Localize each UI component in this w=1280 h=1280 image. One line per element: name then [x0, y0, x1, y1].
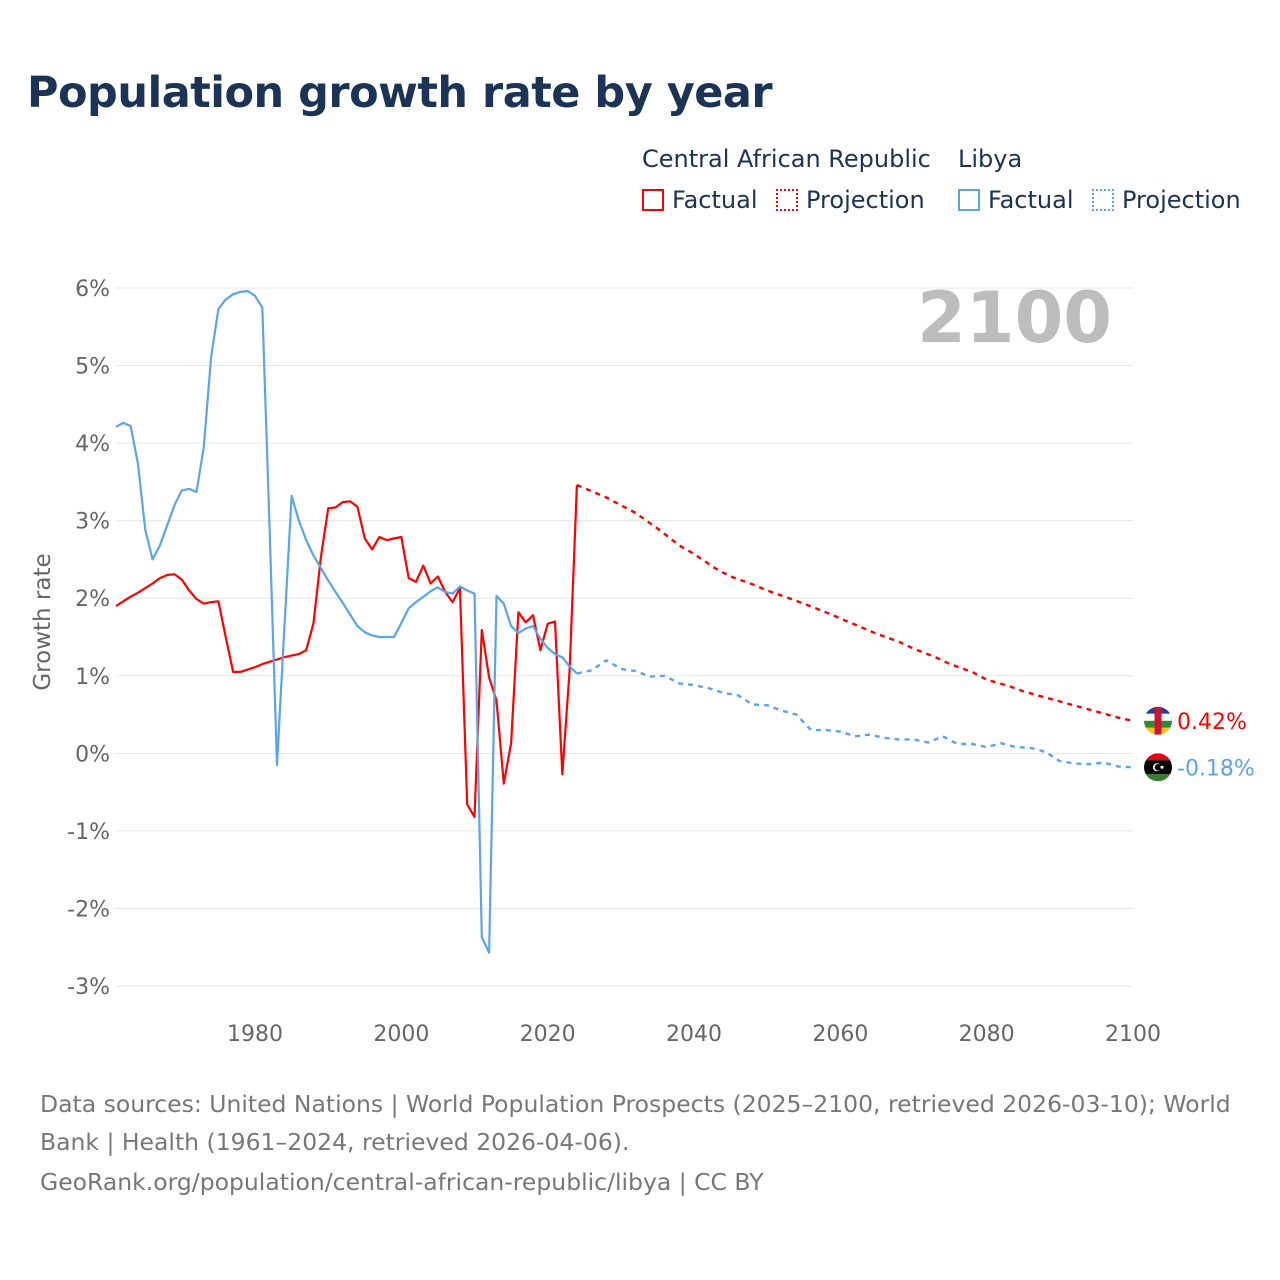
x-tick-label: 2100 — [1105, 1022, 1161, 1047]
x-tick-label: 2040 — [666, 1022, 722, 1047]
libya-flag-icon — [1144, 753, 1172, 782]
footer-sources-line1: Data sources: United Nations | World Pop… — [40, 1090, 1231, 1118]
footer-link[interactable]: GeoRank.org/population/central-african-r… — [40, 1168, 764, 1196]
y-tick-label: 1% — [75, 665, 110, 690]
legend-label: Projection — [1122, 186, 1241, 214]
legend-libya-projection[interactable]: Projection — [1092, 186, 1241, 214]
chart-title: Population growth rate by year — [27, 68, 773, 118]
legend-country-libya: Libya — [958, 145, 1023, 173]
x-tick-label: 2020 — [520, 1022, 576, 1047]
legend-car-factual[interactable]: Factual — [642, 186, 758, 214]
y-tick-label: 3% — [75, 510, 110, 535]
y-tick-label: -3% — [67, 975, 110, 1000]
y-tick-label: 4% — [75, 432, 110, 457]
x-tick-label: 2080 — [959, 1022, 1015, 1047]
libya-projection-line — [576, 658, 1134, 769]
legend-swatch-dotted — [1092, 189, 1114, 211]
libya-factual-line — [115, 290, 578, 954]
legend-label: Factual — [672, 186, 758, 214]
x-tick-label: 1980 — [227, 1022, 283, 1047]
legend-car-projection[interactable]: Projection — [776, 186, 925, 214]
legend-swatch-dotted — [776, 189, 798, 211]
legend-label: Factual — [988, 186, 1074, 214]
central-african-republic-flag-icon — [1144, 706, 1172, 735]
legend-swatch-solid — [642, 189, 664, 211]
legend-swatch-solid — [958, 189, 980, 211]
y-tick-label: -2% — [67, 897, 110, 922]
y-tick-label: -1% — [67, 820, 110, 845]
legend-libya-factual[interactable]: Factual — [958, 186, 1074, 214]
y-tick-label: 5% — [75, 355, 110, 380]
legend-label: Projection — [806, 186, 925, 214]
car-factual-line — [115, 484, 578, 819]
footer-sources-line2: Bank | Health (1961–2024, retrieved 2026… — [40, 1128, 630, 1156]
x-tick-label: 2060 — [812, 1022, 868, 1047]
y-axis-label: Growth rate — [30, 553, 56, 690]
y-tick-label: 2% — [75, 587, 110, 612]
x-tick-label: 2000 — [373, 1022, 429, 1047]
libya-end-value-label: -0.18% — [1177, 756, 1255, 781]
car-end-value-label: 0.42% — [1177, 710, 1247, 735]
year-indicator: 2100 — [917, 277, 1112, 359]
y-tick-label: 6% — [75, 277, 110, 302]
legend-country-car: Central African Republic — [642, 145, 931, 173]
y-tick-label: 0% — [75, 742, 110, 767]
car-projection-line — [576, 483, 1134, 722]
